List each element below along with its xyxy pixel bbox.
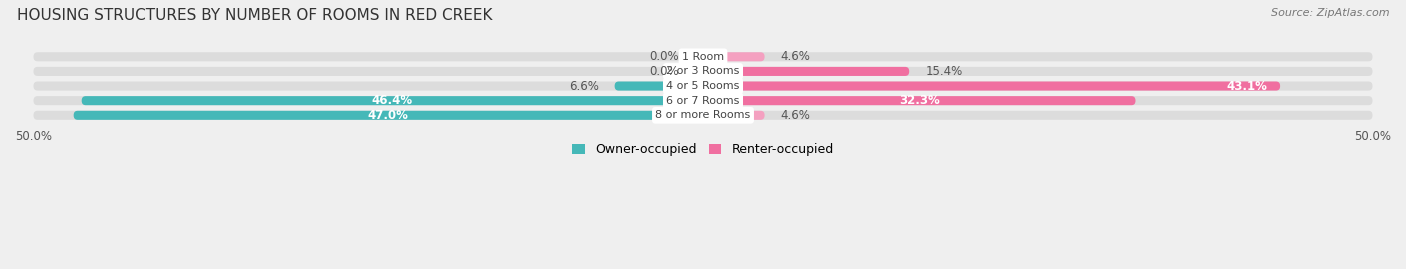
Text: HOUSING STRUCTURES BY NUMBER OF ROOMS IN RED CREEK: HOUSING STRUCTURES BY NUMBER OF ROOMS IN…: [17, 8, 492, 23]
FancyBboxPatch shape: [34, 67, 1372, 76]
FancyBboxPatch shape: [703, 82, 1279, 91]
Legend: Owner-occupied, Renter-occupied: Owner-occupied, Renter-occupied: [568, 138, 838, 161]
Text: 4.6%: 4.6%: [780, 109, 810, 122]
Text: 43.1%: 43.1%: [1226, 80, 1267, 93]
Text: 2 or 3 Rooms: 2 or 3 Rooms: [666, 66, 740, 76]
Text: 4 or 5 Rooms: 4 or 5 Rooms: [666, 81, 740, 91]
FancyBboxPatch shape: [703, 52, 765, 61]
Text: 32.3%: 32.3%: [898, 94, 939, 107]
FancyBboxPatch shape: [703, 96, 1136, 105]
Text: Source: ZipAtlas.com: Source: ZipAtlas.com: [1271, 8, 1389, 18]
Text: 8 or more Rooms: 8 or more Rooms: [655, 110, 751, 120]
Text: 47.0%: 47.0%: [368, 109, 409, 122]
FancyBboxPatch shape: [34, 52, 1372, 61]
Text: 46.4%: 46.4%: [371, 94, 413, 107]
FancyBboxPatch shape: [34, 82, 1372, 91]
Text: 6 or 7 Rooms: 6 or 7 Rooms: [666, 96, 740, 106]
FancyBboxPatch shape: [34, 111, 1372, 120]
Text: 6.6%: 6.6%: [568, 80, 599, 93]
FancyBboxPatch shape: [703, 111, 765, 120]
Text: 4.6%: 4.6%: [780, 50, 810, 63]
Text: 15.4%: 15.4%: [925, 65, 963, 78]
FancyBboxPatch shape: [82, 96, 703, 105]
Text: 1 Room: 1 Room: [682, 52, 724, 62]
Text: 0.0%: 0.0%: [650, 50, 679, 63]
Text: 0.0%: 0.0%: [650, 65, 679, 78]
FancyBboxPatch shape: [73, 111, 703, 120]
FancyBboxPatch shape: [34, 96, 1372, 105]
FancyBboxPatch shape: [614, 82, 703, 91]
FancyBboxPatch shape: [703, 67, 910, 76]
